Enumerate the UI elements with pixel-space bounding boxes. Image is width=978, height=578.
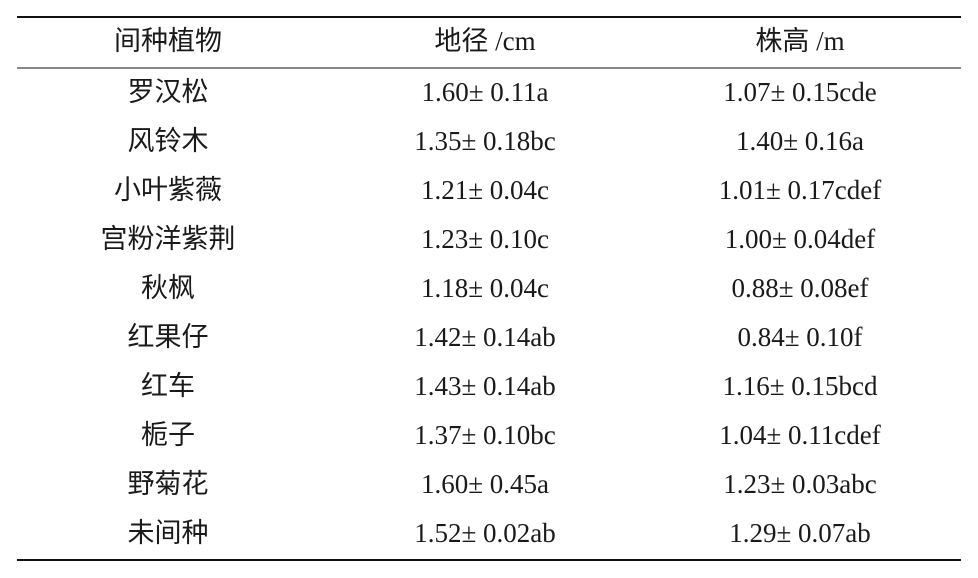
table-cell: 秋枫 [141, 273, 195, 303]
header-cell: 地径 /cm [434, 26, 535, 56]
table-cell: 1.35± 0.18bc [414, 126, 556, 156]
table-cell: 1.23± 0.10c [421, 224, 549, 254]
table-cell: 1.40± 0.16a [736, 126, 864, 156]
header-cell: 间种植物 [114, 26, 222, 56]
table-cell: 1.52± 0.02ab [414, 518, 556, 548]
table-cell: 1.00± 0.04def [725, 224, 876, 254]
table-cell: 1.37± 0.10bc [414, 420, 556, 450]
table-cell: 1.16± 0.15bcd [722, 371, 878, 401]
table-cell: 1.18± 0.04c [421, 273, 549, 303]
table-cell: 栀子 [141, 420, 195, 450]
table-cell: 0.84± 0.10f [737, 322, 862, 352]
table-cell: 1.29± 0.07ab [729, 518, 871, 548]
table-cell: 1.04± 0.11cdef [719, 420, 881, 450]
table-cell: 风铃木 [128, 126, 209, 156]
table-cell: 红果仔 [128, 322, 209, 352]
table-cell: 野菊花 [128, 469, 209, 499]
table-cell: 1.07± 0.15cde [723, 77, 877, 107]
table-cell: 1.60± 0.11a [421, 77, 548, 107]
table-cell: 罗汉松 [128, 77, 209, 107]
table-cell: 红车 [141, 371, 195, 401]
table-cell: 1.23± 0.03abc [723, 469, 877, 499]
table-cell: 1.42± 0.14ab [414, 322, 556, 352]
table-cell: 未间种 [128, 518, 209, 548]
table-cell: 1.21± 0.04c [421, 175, 549, 205]
table-cell: 小叶紫薇 [114, 175, 222, 205]
table-cell: 宫粉洋紫荆 [101, 224, 236, 254]
table-cell: 1.01± 0.17cdef [719, 175, 882, 205]
table-cell: 1.43± 0.14ab [414, 371, 556, 401]
header-cell: 株高 /m [755, 26, 844, 56]
table-cell: 1.60± 0.45a [421, 469, 549, 499]
table-cell: 0.88± 0.08ef [731, 273, 868, 303]
